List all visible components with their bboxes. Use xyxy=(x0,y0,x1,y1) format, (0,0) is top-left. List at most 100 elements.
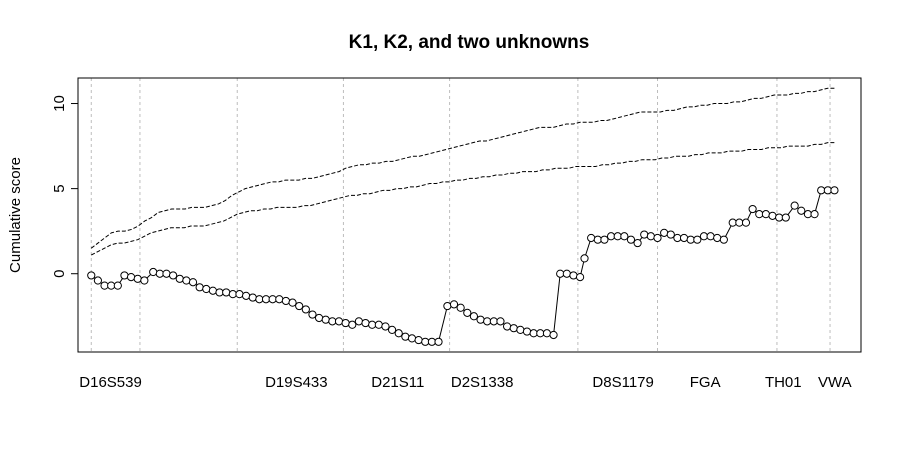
series-line-1 xyxy=(91,142,835,256)
data-point-54 xyxy=(449,300,459,309)
data-point-17 xyxy=(202,284,211,294)
data-point-87 xyxy=(666,230,675,239)
y-tick-label-2: 10 xyxy=(51,95,68,112)
data-point-40 xyxy=(354,317,364,326)
data-point-34 xyxy=(314,313,324,323)
y-axis-title: Cumulative score xyxy=(7,157,24,273)
data-point-93 xyxy=(706,232,715,241)
data-point-108 xyxy=(810,210,819,219)
data-point-13 xyxy=(175,274,184,283)
locus-label-4: D8S1179 xyxy=(592,374,653,391)
data-point-41 xyxy=(361,318,370,328)
data-point-94 xyxy=(713,233,722,243)
y-axis: 0 5 10 xyxy=(51,95,78,278)
data-point-107 xyxy=(803,210,813,219)
data-point-45 xyxy=(387,325,397,334)
data-point-27 xyxy=(268,295,277,304)
data-point-55 xyxy=(456,303,465,312)
locus-label-5: FGA xyxy=(690,374,721,391)
data-point-64 xyxy=(516,325,525,334)
data-point-36 xyxy=(328,317,337,326)
data-point-19 xyxy=(215,288,224,297)
data-point-89 xyxy=(679,233,689,243)
data-point-70 xyxy=(556,269,565,278)
data-point-77 xyxy=(600,235,609,244)
data-point-104 xyxy=(781,213,790,222)
locus-labels: D16S539 D19S433 D21S11 D2S1338 D8S1179 FGA TH0… xyxy=(79,374,851,391)
data-point-1 xyxy=(93,276,103,285)
data-point-65 xyxy=(522,327,532,336)
data-point-72 xyxy=(569,271,578,280)
data-point-18 xyxy=(208,286,218,295)
locus-label-1: D19S433 xyxy=(265,374,328,391)
data-point-71 xyxy=(562,269,571,278)
point-segment-95 xyxy=(725,225,732,237)
data-point-30 xyxy=(288,298,297,307)
point-segment-74 xyxy=(585,241,591,256)
point-segment-4 xyxy=(119,278,123,283)
data-point-91 xyxy=(693,235,702,244)
data-point-68 xyxy=(542,329,552,338)
point-segment-52 xyxy=(438,309,448,339)
data-point-83 xyxy=(640,230,649,239)
data-point-90 xyxy=(686,235,695,244)
locus-label-2: D21S11 xyxy=(371,374,424,391)
data-point-23 xyxy=(242,291,251,300)
data-point-59 xyxy=(483,317,492,326)
data-point-48 xyxy=(407,334,417,343)
point-segment-69 xyxy=(553,277,561,332)
data-point-88 xyxy=(673,233,682,243)
data-point-35 xyxy=(321,315,330,324)
data-point-28 xyxy=(275,295,284,304)
data-point-92 xyxy=(699,232,709,241)
data-point-31 xyxy=(295,301,304,311)
locus-label-3: D2S1338 xyxy=(451,374,514,391)
data-point-63 xyxy=(509,324,518,333)
data-point-60 xyxy=(489,317,498,326)
y-tick-label-0: 0 xyxy=(51,270,68,278)
data-point-74 xyxy=(580,254,589,263)
point-segment-73 xyxy=(580,261,585,274)
data-point-32 xyxy=(301,305,310,314)
data-point-103 xyxy=(775,213,784,222)
data-point-67 xyxy=(536,329,545,338)
y-tick-label-1: 5 xyxy=(51,184,68,192)
data-point-81 xyxy=(626,235,636,244)
point-segment-98 xyxy=(747,212,752,220)
data-point-80 xyxy=(620,232,629,241)
data-point-16 xyxy=(195,283,204,292)
data-point-4 xyxy=(113,281,122,290)
data-point-14 xyxy=(182,276,191,285)
data-point-62 xyxy=(503,322,512,331)
data-point-111 xyxy=(830,186,839,195)
data-point-0 xyxy=(87,271,96,280)
data-point-24 xyxy=(248,293,257,302)
data-point-106 xyxy=(797,206,806,215)
data-point-11 xyxy=(162,269,171,278)
data-point-97 xyxy=(735,218,744,227)
plot-frame xyxy=(77,77,862,353)
data-point-85 xyxy=(653,233,662,243)
data-point-7 xyxy=(133,274,142,283)
locus-label-6: TH01 xyxy=(765,374,802,391)
data-point-39 xyxy=(348,320,357,329)
data-point-12 xyxy=(169,271,178,280)
point-segment-108 xyxy=(815,193,821,211)
data-point-100 xyxy=(755,210,764,219)
data-point-84 xyxy=(646,232,655,241)
data-point-109 xyxy=(817,186,826,195)
data-point-78 xyxy=(606,232,616,241)
data-point-105 xyxy=(790,201,799,210)
data-point-37 xyxy=(334,317,344,326)
point-segment-8 xyxy=(146,274,151,279)
series-layer xyxy=(87,87,839,346)
data-point-43 xyxy=(374,320,383,329)
data-point-33 xyxy=(308,310,317,319)
chart-title: K1, K2, and two unknowns xyxy=(349,32,590,53)
data-point-9 xyxy=(149,267,158,277)
data-point-86 xyxy=(660,228,669,237)
data-point-22 xyxy=(235,290,244,299)
data-point-38 xyxy=(341,318,350,328)
data-point-73 xyxy=(575,273,585,282)
